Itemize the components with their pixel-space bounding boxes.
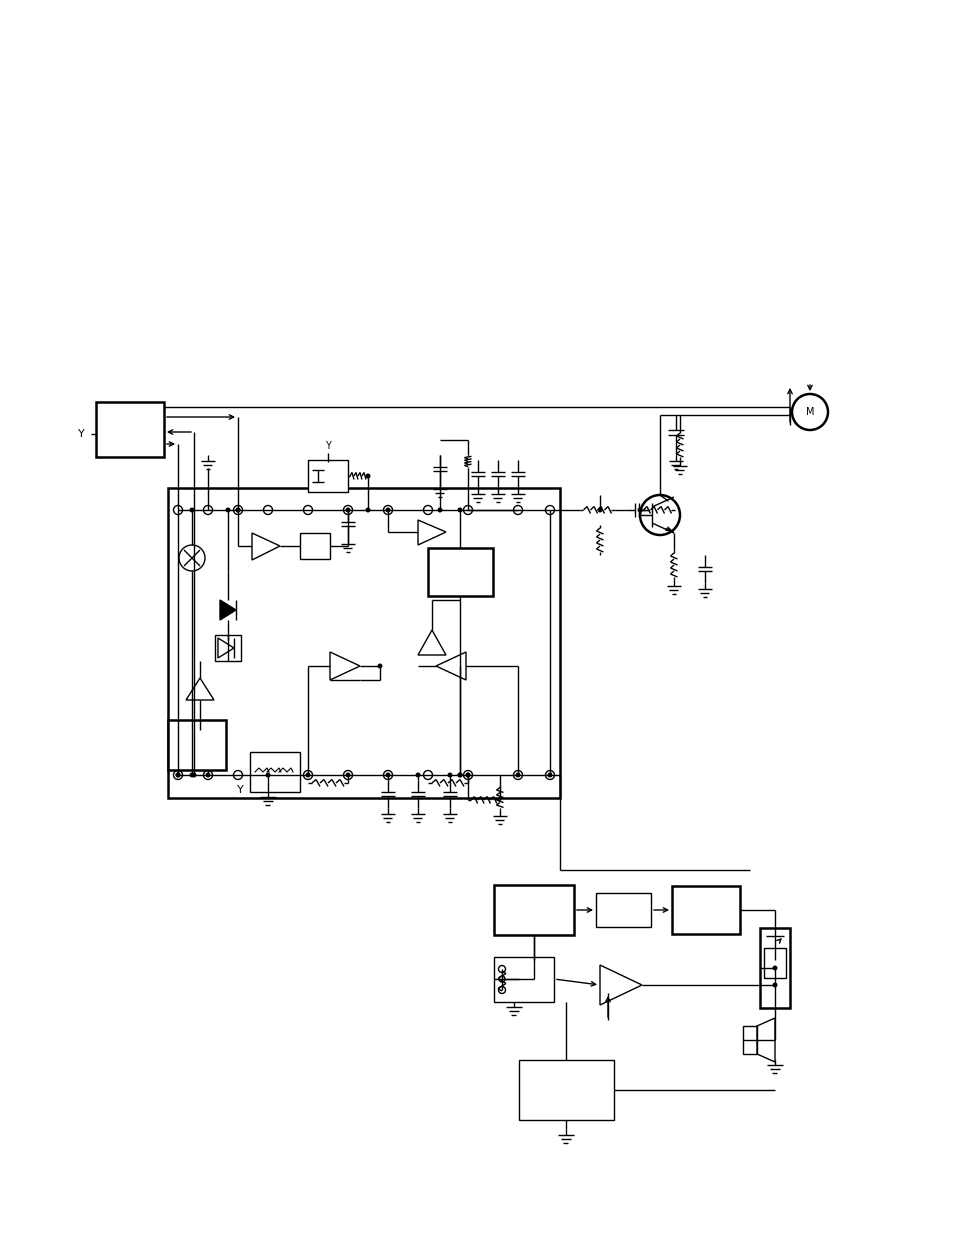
Circle shape: [305, 773, 310, 778]
Bar: [168, 720, 226, 769]
Bar: [671, 885, 740, 934]
Circle shape: [263, 505, 273, 515]
Circle shape: [457, 508, 462, 513]
Circle shape: [498, 976, 504, 982]
Circle shape: [192, 773, 196, 778]
Circle shape: [383, 771, 392, 779]
Text: M: M: [805, 408, 814, 417]
Text: Y: Y: [236, 785, 243, 795]
Bar: [214, 635, 241, 661]
Circle shape: [190, 508, 194, 513]
Circle shape: [597, 508, 602, 513]
Circle shape: [457, 773, 462, 778]
Circle shape: [190, 773, 194, 778]
Circle shape: [365, 508, 370, 513]
Circle shape: [515, 773, 520, 778]
Bar: [518, 1060, 614, 1120]
Circle shape: [513, 771, 522, 779]
Circle shape: [385, 773, 390, 778]
Bar: [308, 459, 348, 492]
Circle shape: [343, 505, 352, 515]
Circle shape: [772, 966, 777, 971]
Circle shape: [345, 773, 350, 778]
Bar: [760, 927, 789, 1008]
Circle shape: [498, 966, 505, 972]
Circle shape: [639, 495, 679, 535]
Circle shape: [175, 773, 180, 778]
Circle shape: [205, 773, 211, 778]
Circle shape: [383, 505, 392, 515]
Bar: [299, 534, 330, 559]
Circle shape: [447, 773, 452, 778]
Polygon shape: [220, 600, 235, 620]
Circle shape: [263, 771, 273, 779]
Circle shape: [179, 545, 205, 571]
Bar: [250, 752, 299, 792]
Circle shape: [791, 394, 827, 430]
Text: Y: Y: [325, 441, 331, 451]
Circle shape: [423, 771, 432, 779]
Circle shape: [343, 771, 352, 779]
Circle shape: [547, 773, 552, 778]
Circle shape: [437, 508, 442, 513]
Circle shape: [233, 771, 242, 779]
Circle shape: [465, 773, 470, 778]
Circle shape: [303, 771, 313, 779]
Circle shape: [203, 505, 213, 515]
Circle shape: [637, 508, 641, 513]
Circle shape: [225, 508, 231, 513]
Circle shape: [233, 505, 242, 515]
Circle shape: [377, 663, 382, 668]
Circle shape: [772, 983, 777, 988]
Circle shape: [545, 771, 554, 779]
Circle shape: [465, 773, 470, 778]
Circle shape: [498, 987, 505, 993]
Bar: [96, 403, 164, 457]
Bar: [763, 948, 785, 978]
Circle shape: [385, 508, 390, 513]
Circle shape: [345, 508, 350, 513]
Bar: [742, 1026, 757, 1053]
Circle shape: [463, 505, 472, 515]
Bar: [596, 893, 650, 927]
Circle shape: [423, 505, 432, 515]
Circle shape: [173, 505, 182, 515]
Circle shape: [457, 773, 462, 778]
Circle shape: [173, 771, 182, 779]
Circle shape: [513, 505, 522, 515]
Circle shape: [463, 771, 472, 779]
Bar: [168, 488, 559, 798]
Circle shape: [235, 508, 240, 513]
Circle shape: [416, 773, 420, 778]
Bar: [428, 548, 493, 597]
Circle shape: [365, 473, 370, 478]
Circle shape: [175, 773, 180, 778]
Circle shape: [203, 771, 213, 779]
Circle shape: [265, 773, 271, 778]
Circle shape: [303, 505, 313, 515]
Bar: [494, 957, 554, 1002]
Text: Y: Y: [77, 429, 84, 438]
Bar: [494, 885, 574, 935]
Circle shape: [545, 505, 554, 515]
Circle shape: [235, 508, 240, 513]
